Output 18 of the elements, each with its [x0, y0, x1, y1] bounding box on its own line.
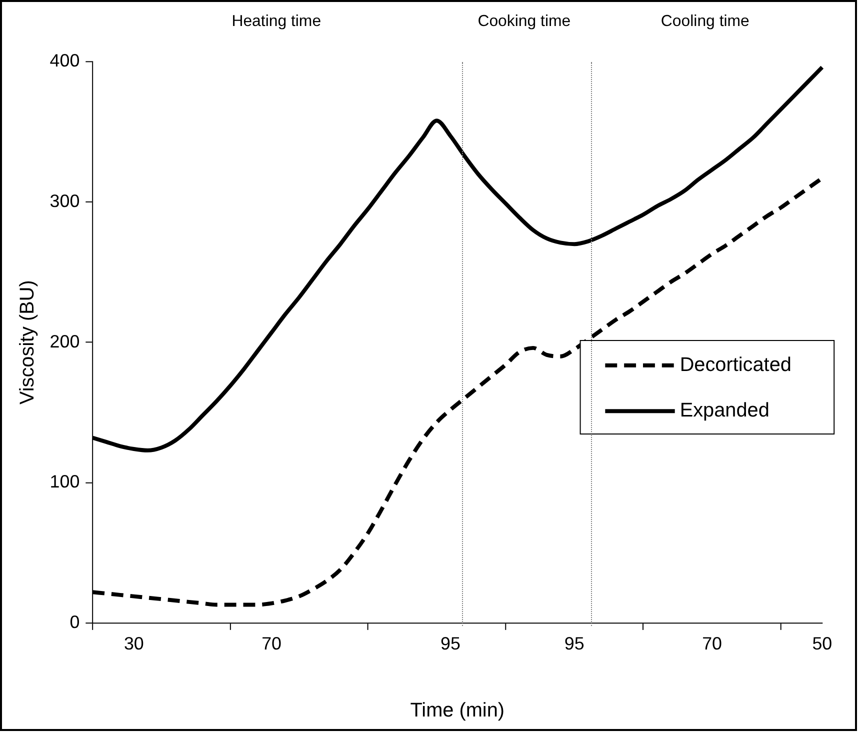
y-tick-label: 100	[50, 472, 80, 492]
legend-label: Decorticated	[680, 354, 792, 376]
y-tick-label: 0	[70, 612, 80, 632]
x-tick-label: 95	[564, 634, 584, 654]
x-tick-label: 70	[262, 634, 282, 654]
x-tick-label: 50	[812, 634, 832, 654]
y-axis-title: Viscosity (BU)	[16, 280, 38, 405]
x-tick-label: 30	[124, 634, 144, 654]
legend-label: Expanded	[680, 400, 770, 422]
y-tick-label: 400	[50, 50, 80, 71]
x-tick-label: 95	[440, 634, 460, 654]
x-tick-label: 70	[702, 634, 722, 654]
text: Heating time	[232, 12, 322, 30]
y-tick-label: 300	[50, 190, 80, 211]
text: Cooking time	[478, 12, 571, 30]
text: Cooling time	[660, 12, 750, 30]
x-axis-title: Time (min)	[410, 700, 505, 722]
y-tick-label: 200	[50, 331, 80, 352]
